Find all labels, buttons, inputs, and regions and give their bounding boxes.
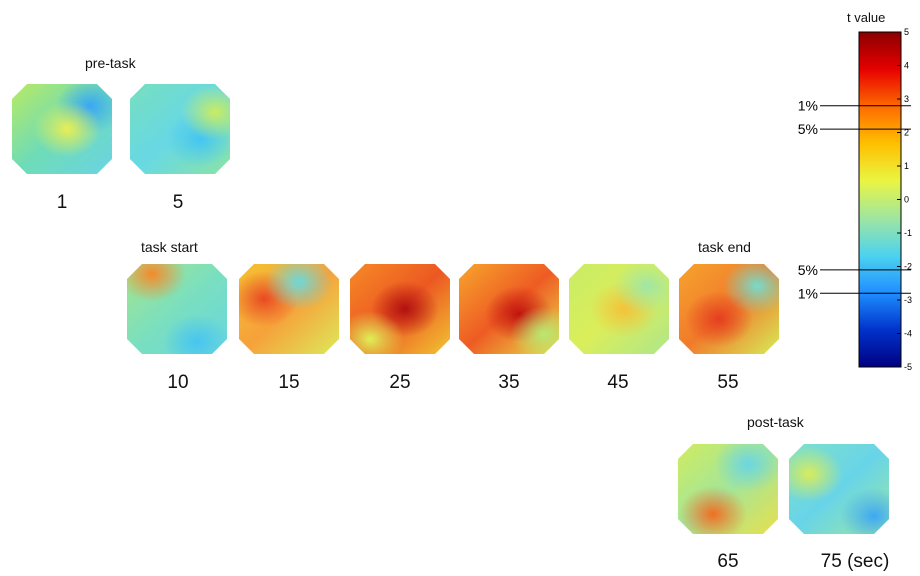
colorbar-tick-label: 5 xyxy=(904,28,909,37)
map-blob xyxy=(789,446,843,502)
task-end-label: task end xyxy=(698,239,751,255)
time-label-75: 75 (sec) xyxy=(820,551,890,572)
time-label-45: 45 xyxy=(607,372,629,393)
time-label-25: 25 xyxy=(389,372,411,393)
threshold-label: 5% xyxy=(798,121,818,137)
map-blob xyxy=(163,314,227,354)
colorbar-tick-label: -1 xyxy=(904,228,912,238)
topo-map-5 xyxy=(130,84,230,174)
time-label-1: 1 xyxy=(56,192,68,213)
colorbar-tick-label: -5 xyxy=(904,362,912,372)
threshold-label: 1% xyxy=(798,98,818,114)
time-label-5: 5 xyxy=(172,192,184,213)
topo-map-10 xyxy=(127,264,227,354)
colorbar-tick-label: -3 xyxy=(904,295,912,305)
colorbar-tick-label: 2 xyxy=(904,128,909,138)
post-task-label: post-task xyxy=(747,414,804,430)
colorbar-tick-label: 4 xyxy=(904,61,909,71)
colorbar-tick-label: -4 xyxy=(904,329,912,339)
map-blob xyxy=(127,264,186,302)
map-blob xyxy=(714,444,778,492)
topo-map-75 xyxy=(789,444,889,534)
topo-map-1 xyxy=(12,84,112,174)
time-label-65: 65 xyxy=(717,551,739,572)
task-start-label: task start xyxy=(141,239,198,255)
colorbar: 5 4 3 2 1 0 -1 -2 -3 -4 -5 1% 5% 5% 1% xyxy=(798,28,912,372)
time-label-35: 35 xyxy=(498,372,520,393)
time-label-55: 55 xyxy=(717,372,739,393)
threshold-label: 5% xyxy=(798,262,818,278)
topo-map-55 xyxy=(679,264,779,354)
topo-map-65 xyxy=(678,444,778,534)
topo-map-15 xyxy=(239,264,339,354)
map-blob xyxy=(510,306,559,354)
time-label-10: 10 xyxy=(167,372,189,393)
pre-task-label: pre-task xyxy=(85,55,136,71)
colorbar-tick-label: 1 xyxy=(904,161,909,171)
map-blob xyxy=(679,486,747,534)
threshold-label: 1% xyxy=(798,285,818,301)
time-label-15: 15 xyxy=(278,372,300,393)
topo-map-25 xyxy=(350,264,450,354)
map-blob xyxy=(33,101,101,157)
topo-map-45 xyxy=(569,264,669,354)
map-blob xyxy=(181,84,230,140)
colorbar-title: t value xyxy=(847,10,886,25)
colorbar-tick-label: 0 xyxy=(904,195,909,205)
map-blob xyxy=(265,264,333,310)
map-blob xyxy=(840,488,889,534)
colorbar-tick-label: -2 xyxy=(904,262,912,272)
colorbar-gradient xyxy=(858,31,902,368)
colorbar-tick-label: 3 xyxy=(904,94,909,104)
topo-map-35 xyxy=(459,264,559,354)
